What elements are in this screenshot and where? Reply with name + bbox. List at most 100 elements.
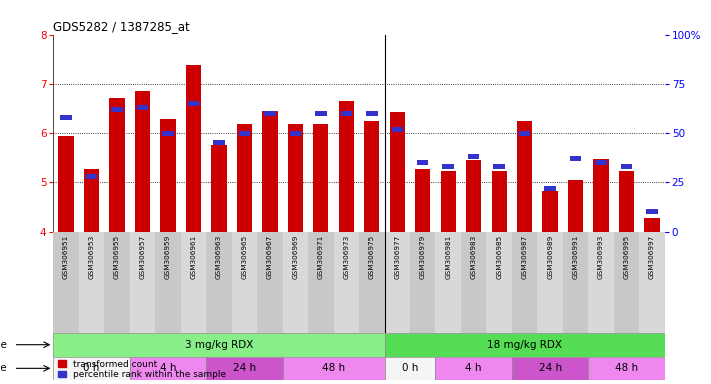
Bar — [313, 124, 328, 232]
Text: GSM306975: GSM306975 — [369, 235, 375, 279]
Bar — [257, 232, 283, 333]
Bar — [262, 111, 277, 232]
Text: 0 h: 0 h — [402, 363, 418, 373]
Bar — [186, 65, 201, 232]
Text: GSM306965: GSM306965 — [242, 235, 247, 279]
Bar — [137, 105, 148, 110]
Bar — [109, 98, 124, 232]
Bar — [211, 146, 227, 232]
Text: GSM306995: GSM306995 — [624, 235, 629, 279]
Text: GSM306953: GSM306953 — [89, 235, 95, 279]
Bar — [264, 111, 276, 116]
Bar — [519, 131, 530, 136]
Bar — [461, 232, 486, 333]
Text: 4 h: 4 h — [466, 363, 482, 373]
Bar — [385, 356, 435, 380]
Bar — [84, 169, 100, 232]
Bar — [595, 160, 606, 165]
Bar — [237, 124, 252, 232]
Bar — [206, 356, 283, 380]
Text: GSM306993: GSM306993 — [598, 235, 604, 279]
Bar — [614, 232, 639, 333]
Text: GSM306959: GSM306959 — [165, 235, 171, 279]
Text: GSM306977: GSM306977 — [395, 235, 400, 279]
Bar — [491, 172, 507, 232]
Text: dose: dose — [0, 340, 7, 350]
Bar — [385, 232, 410, 333]
Text: 24 h: 24 h — [232, 363, 256, 373]
Text: GSM306967: GSM306967 — [267, 235, 273, 279]
Bar — [538, 232, 563, 333]
Bar — [542, 191, 557, 232]
Text: GSM306955: GSM306955 — [114, 235, 120, 279]
Text: GSM306989: GSM306989 — [547, 235, 553, 279]
Text: 24 h: 24 h — [538, 363, 562, 373]
Bar — [441, 172, 456, 232]
Bar — [589, 232, 614, 333]
Text: GSM306973: GSM306973 — [343, 235, 349, 279]
Bar — [570, 156, 582, 161]
Bar — [86, 174, 97, 179]
Bar — [341, 111, 352, 116]
Text: 18 mg/kg RDX: 18 mg/kg RDX — [487, 340, 562, 350]
Bar — [646, 209, 658, 214]
Text: GDS5282 / 1387285_at: GDS5282 / 1387285_at — [53, 20, 190, 33]
Bar — [359, 232, 385, 333]
Bar — [366, 111, 378, 116]
Bar — [283, 356, 385, 380]
Bar — [315, 111, 326, 116]
Bar — [308, 232, 333, 333]
Bar — [60, 115, 72, 120]
Bar — [621, 164, 632, 169]
Text: GSM306963: GSM306963 — [216, 235, 222, 279]
Bar — [53, 356, 129, 380]
Bar — [385, 333, 665, 356]
Bar — [512, 232, 538, 333]
Bar — [594, 159, 609, 232]
Bar — [206, 232, 232, 333]
Bar — [333, 232, 359, 333]
Bar — [288, 124, 303, 232]
Text: 48 h: 48 h — [322, 363, 345, 373]
Text: GSM306997: GSM306997 — [649, 235, 655, 279]
Bar — [135, 91, 150, 232]
Text: GSM306969: GSM306969 — [292, 235, 299, 279]
Text: 48 h: 48 h — [615, 363, 638, 373]
Bar — [112, 107, 123, 112]
Bar — [155, 232, 181, 333]
Bar — [493, 164, 505, 169]
Bar — [435, 232, 461, 333]
Bar — [466, 160, 481, 232]
Legend: transformed count, percentile rank within the sample: transformed count, percentile rank withi… — [58, 360, 226, 379]
Bar — [338, 101, 354, 232]
Text: 0 h: 0 h — [83, 363, 100, 373]
Text: GSM306987: GSM306987 — [522, 235, 528, 279]
Bar — [232, 232, 257, 333]
Text: GSM306979: GSM306979 — [419, 235, 426, 279]
Bar — [79, 232, 105, 333]
Bar — [53, 333, 385, 356]
Bar — [181, 232, 206, 333]
Bar — [563, 232, 589, 333]
Bar — [435, 356, 512, 380]
Bar — [589, 356, 665, 380]
Bar — [105, 232, 129, 333]
Bar — [410, 232, 435, 333]
Bar — [644, 218, 660, 232]
Bar — [188, 101, 199, 106]
Bar — [161, 119, 176, 232]
Bar — [129, 356, 206, 380]
Bar — [58, 136, 74, 232]
Text: GSM306983: GSM306983 — [471, 235, 476, 279]
Bar — [517, 121, 533, 232]
Bar — [53, 232, 79, 333]
Text: GSM306971: GSM306971 — [318, 235, 324, 279]
Text: GSM306961: GSM306961 — [191, 235, 196, 279]
Text: 4 h: 4 h — [160, 363, 176, 373]
Bar — [442, 164, 454, 169]
Bar — [289, 131, 301, 136]
Text: time: time — [0, 363, 7, 373]
Text: GSM306951: GSM306951 — [63, 235, 69, 279]
Bar — [213, 141, 225, 146]
Bar — [239, 131, 250, 136]
